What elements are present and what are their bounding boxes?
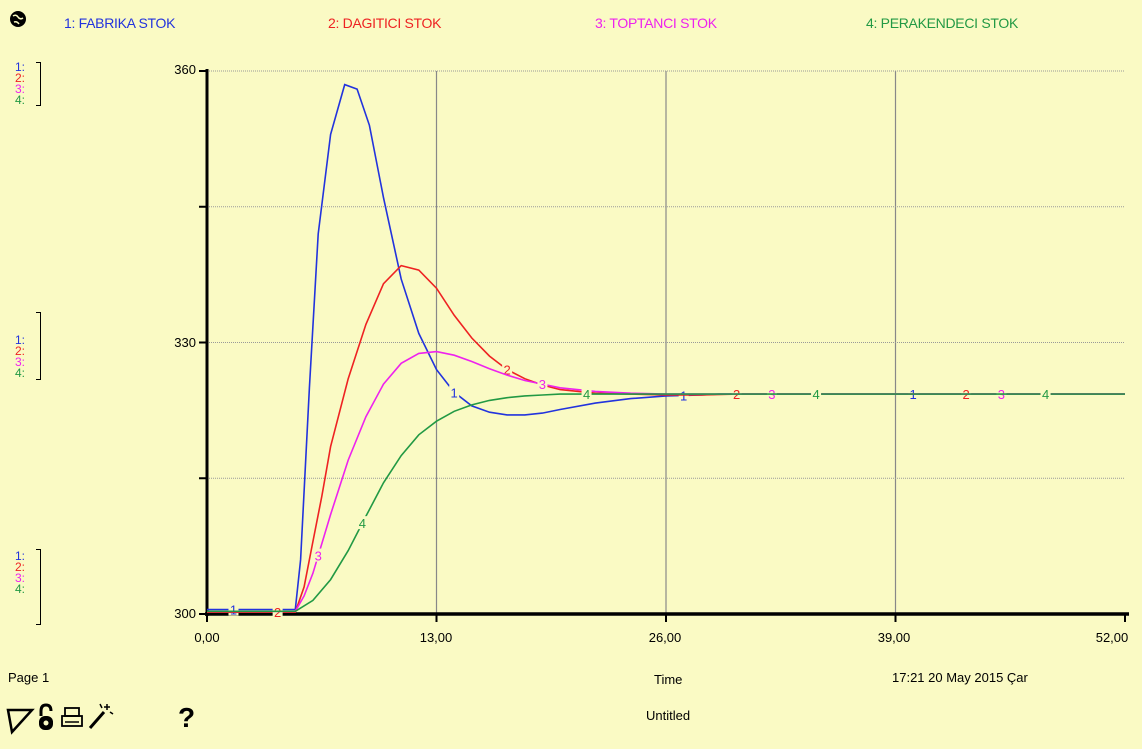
x-tick-label: 52,00 (1095, 630, 1129, 645)
timestamp: 17:21 20 May 2015 Çar (892, 670, 1028, 685)
axis-key-middle: 1: 2: 3: 4: (15, 333, 26, 380)
series-marker-1: 1 (230, 602, 237, 617)
x-axis-label: Time (654, 672, 683, 687)
axis-key-label: 3: (15, 355, 26, 369)
help-button[interactable]: ? (178, 702, 196, 733)
series-marker-1: 1 (451, 385, 458, 400)
series-marker-bg (228, 602, 239, 616)
axis-key-bracket (36, 62, 41, 106)
legend-item-2[interactable]: 2: DAGITICI STOK (328, 15, 442, 31)
axis-key-label: 4: (15, 366, 26, 380)
series-marker-3: 3 (539, 377, 546, 392)
axis-key-label: 2: (15, 560, 26, 574)
page-indicator[interactable]: Page 1 (8, 670, 50, 685)
series-marker-bg (1040, 387, 1051, 401)
page-turn-icon[interactable] (6, 700, 36, 738)
series-marker-bg (313, 548, 324, 562)
axis-key-label: 3: (15, 571, 26, 585)
series-marker-bg (811, 387, 822, 401)
series-marker-bg (581, 387, 592, 401)
series-marker-2: 2 (274, 605, 281, 620)
y-tick-label: 330 (174, 335, 196, 350)
axis-key-label: 4: (15, 582, 26, 596)
legend-item-1[interactable]: 1: FABRIKA STOK (64, 15, 176, 31)
series-marker-4: 4 (359, 516, 366, 531)
lock-icon[interactable] (36, 700, 56, 738)
print-icon[interactable] (60, 700, 84, 738)
series-marker-3: 3 (315, 549, 322, 564)
series-marker-bg (502, 362, 513, 376)
x-tick-label: 26,00 (648, 630, 682, 645)
axis-key-top: 1: 2: 3: 4: (15, 60, 26, 107)
x-tick-label: 13,00 (419, 630, 453, 645)
axis-key-label: 1: (15, 549, 26, 563)
series-marker-4: 4 (583, 387, 590, 402)
series-marker-2: 2 (503, 363, 510, 378)
graph-title: Untitled (646, 708, 691, 723)
axis-key-label: 2: (15, 344, 26, 358)
globe-icon[interactable] (8, 8, 28, 30)
axis-key-bracket (36, 312, 41, 380)
toolbar: ? (6, 700, 206, 740)
series-marker-bg (357, 516, 368, 530)
series-line-4 (207, 393, 1125, 613)
x-tick-label: 39,00 (877, 630, 911, 645)
axis-key-label: 3: (15, 82, 26, 96)
legend: 1: FABRIKA STOK 2: DAGITICI STOK 3: TOPT… (0, 10, 1142, 40)
axis-key-bottom: 1: 2: 3: 4: (15, 549, 26, 596)
axis-key-bracket (36, 549, 41, 625)
x-tick-label: 0,00 (194, 630, 220, 645)
y-tick-label: 300 (174, 606, 196, 621)
magic-wand-icon[interactable] (86, 700, 114, 738)
legend-item-4[interactable]: 4: PERAKENDECI STOK (866, 15, 1018, 31)
series-marker-1: 1 (680, 388, 687, 403)
series-marker-4: 4 (812, 387, 819, 402)
series-marker-4: 4 (1042, 387, 1049, 402)
axis-key-label: 1: (15, 333, 26, 347)
series-marker-bg (537, 377, 548, 391)
series-marker-bg (449, 385, 460, 399)
y-tick-label: 360 (174, 62, 196, 77)
legend-item-3[interactable]: 3: TOPTANCI STOK (595, 15, 717, 31)
axis-key-label: 1: (15, 60, 26, 74)
axis-key-label: 2: (15, 71, 26, 85)
axis-key-label: 4: (15, 93, 26, 107)
